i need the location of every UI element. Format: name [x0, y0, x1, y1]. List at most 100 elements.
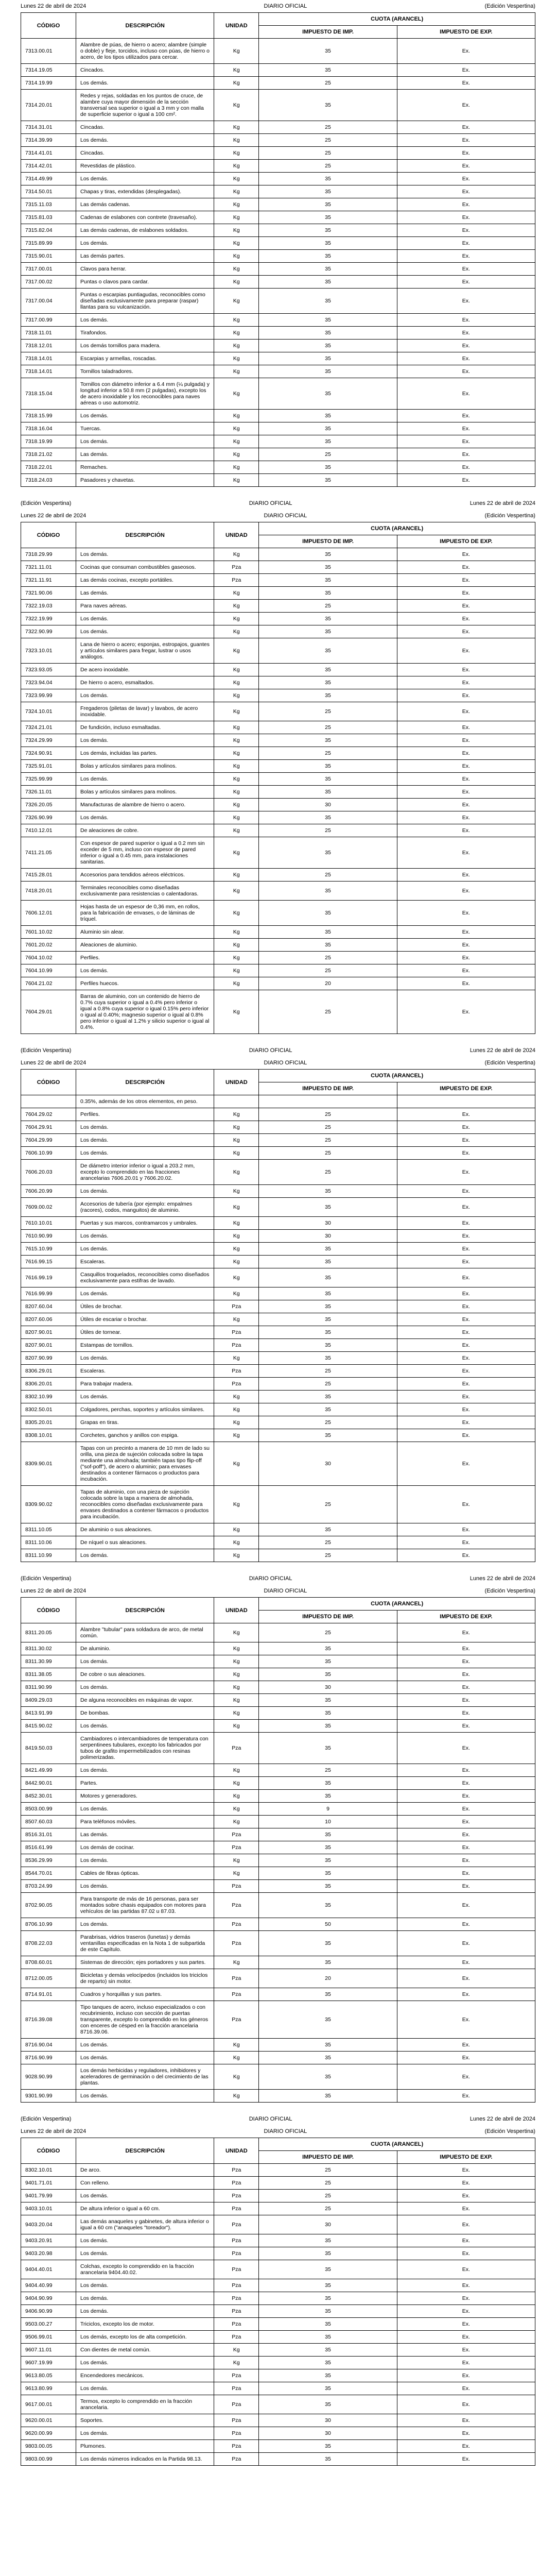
td-imp: 35	[259, 1668, 397, 1681]
page-header: (Edición Vespertina)DIARIO OFICIALLunes …	[0, 1044, 556, 1057]
td-exp: Ex.	[397, 327, 535, 340]
td-desc: Las demás anaqueles y gabinetes, de altu…	[76, 2215, 214, 2234]
td-imp: 35	[259, 1867, 397, 1880]
table-row: 7604.29.99Los demás.Kg25Ex.	[21, 1134, 535, 1147]
td-exp: Ex.	[397, 2234, 535, 2247]
td-unidad: Kg	[214, 721, 259, 734]
td-unidad: Kg	[214, 1668, 259, 1681]
td-desc: Grapas en tiras.	[76, 1416, 214, 1429]
td-exp: Ex.	[397, 1854, 535, 1867]
hdr-center: DIARIO OFICIAL	[264, 513, 307, 519]
td-codigo: 9401.71.01	[21, 2177, 76, 2190]
td-exp: Ex.	[397, 2247, 535, 2260]
td-unidad: Pza	[214, 2260, 259, 2279]
td-exp: Ex.	[397, 613, 535, 625]
table-row: 7318.15.04Tornillos con diámetro inferio…	[21, 378, 535, 410]
page-header: Lunes 22 de abril de 2024DIARIO OFICIAL(…	[0, 1585, 556, 1597]
table-row: 7616.99.99Los demás.Kg35Ex.	[21, 1287, 535, 1300]
td-desc: Los demás números indicados en la Partid…	[76, 2453, 214, 2466]
td-exp: Ex.	[397, 1230, 535, 1243]
td-exp: Ex.	[397, 1268, 535, 1287]
td-imp: 25	[259, 1365, 397, 1378]
td-desc: Los demás.	[76, 173, 214, 185]
td-imp: 35	[259, 1956, 397, 1969]
td-unidad: Kg	[214, 448, 259, 461]
td-codigo: 7616.99.19	[21, 1268, 76, 1287]
td-codigo: 7317.00.01	[21, 263, 76, 276]
table-row: 9028.90.99Los demás herbicidas y regulad…	[21, 2064, 535, 2090]
td-imp: 25	[259, 2202, 397, 2215]
table-row: 7610.10.01Puertas y sus marcos, contrama…	[21, 1217, 535, 1230]
td-imp: 35	[259, 2305, 397, 2318]
td-desc: Termos, excepto lo comprendido en la fra…	[76, 2395, 214, 2414]
table-row: 8311.30.99Los demás.Kg35Ex.	[21, 1655, 535, 1668]
td-imp: 35	[259, 365, 397, 378]
td-codigo: 7324.90.91	[21, 747, 76, 760]
hdr-left: (Edición Vespertina)	[21, 500, 71, 506]
td-exp: Ex.	[397, 2331, 535, 2344]
th-cuota: CUOTA (ARANCEL)	[259, 2138, 535, 2151]
td-codigo: 8708.22.03	[21, 1931, 76, 1956]
td-exp: Ex.	[397, 1681, 535, 1694]
td-codigo: 7318.21.02	[21, 448, 76, 461]
td-exp: Ex.	[397, 1623, 535, 1642]
table-row: 7314.39.99Los demás.Kg25Ex.	[21, 134, 535, 147]
td-exp: Ex.	[397, 1256, 535, 1268]
td-imp: 30	[259, 1230, 397, 1243]
td-exp: Ex.	[397, 224, 535, 237]
td-codigo: 9620.00.01	[21, 2414, 76, 2427]
table-row: 7604.10.99Los demás.Kg25Ex.	[21, 964, 535, 977]
td-imp: 25	[259, 1134, 397, 1147]
td-imp: 30	[259, 2414, 397, 2427]
td-desc: Los demás.	[76, 2292, 214, 2305]
td-unidad: Kg	[214, 1313, 259, 1326]
td-codigo: 7325.91.01	[21, 760, 76, 773]
td-imp: 35	[259, 1313, 397, 1326]
td-desc: Con dientes de metal común.	[76, 2344, 214, 2357]
table-row: 7411.21.05Con espesor de pared superior …	[21, 837, 535, 869]
table-row: 7318.29.99Los demás.Kg35Ex.	[21, 548, 535, 561]
td-imp: 35	[259, 435, 397, 448]
td-codigo: 8421.49.99	[21, 1764, 76, 1777]
td-desc: Cincadas.	[76, 147, 214, 160]
td-desc: Para transporte de más de 16 personas, p…	[76, 1893, 214, 1918]
td-desc: Las demás partes.	[76, 250, 214, 263]
th-unidad: UNIDAD	[214, 2138, 259, 2164]
td-imp: 35	[259, 613, 397, 625]
td-desc: Las demás cocinas, excepto portátiles.	[76, 574, 214, 587]
table-row: 7324.90.91Los demás, incluidas las parte…	[21, 747, 535, 760]
td-unidad: Kg	[214, 1854, 259, 1867]
td-codigo: 7318.12.01	[21, 340, 76, 352]
td-desc: Los demás.	[76, 134, 214, 147]
td-codigo: 9403.20.98	[21, 2247, 76, 2260]
td-imp: 35	[259, 2369, 397, 2382]
td-imp: 35	[259, 811, 397, 824]
td-imp: 35	[259, 461, 397, 474]
table-row: 7601.20.02Aleaciones de aluminio.Kg35Ex.	[21, 939, 535, 952]
td-codigo: 8442.90.01	[21, 1777, 76, 1790]
td-exp: Ex.	[397, 625, 535, 638]
td-exp: Ex.	[397, 2279, 535, 2292]
td-imp: 35	[259, 1988, 397, 2001]
td-exp: Ex.	[397, 1217, 535, 1230]
td-exp: Ex.	[397, 824, 535, 837]
td-unidad: Pza	[214, 2292, 259, 2305]
td-imp: 35	[259, 1893, 397, 1918]
td-exp: Ex.	[397, 1536, 535, 1549]
td-unidad: Kg	[214, 1681, 259, 1694]
td-desc: Los demás.	[76, 1549, 214, 1562]
td-imp: 35	[259, 474, 397, 487]
td-codigo: 7314.31.01	[21, 121, 76, 134]
page-header: Lunes 22 de abril de 2024DIARIO OFICIAL(…	[0, 510, 556, 522]
td-exp: Ex.	[397, 2064, 535, 2090]
td-exp: Ex.	[397, 173, 535, 185]
td-desc: De níquel o sus aleaciones.	[76, 1536, 214, 1549]
td-exp: Ex.	[397, 1777, 535, 1790]
table-row: 7326.11.01Bolas y artículos similares pa…	[21, 786, 535, 799]
td-exp: Ex.	[397, 365, 535, 378]
td-codigo: 8207.60.06	[21, 1313, 76, 1326]
td-desc: Aluminio sin alear.	[76, 926, 214, 939]
th-unidad: UNIDAD	[214, 13, 259, 39]
page-header: Lunes 22 de abril de 2024DIARIO OFICIAL(…	[0, 2125, 556, 2138]
td-desc: Puntas o escarpias puntiagudas, reconoci…	[76, 289, 214, 314]
